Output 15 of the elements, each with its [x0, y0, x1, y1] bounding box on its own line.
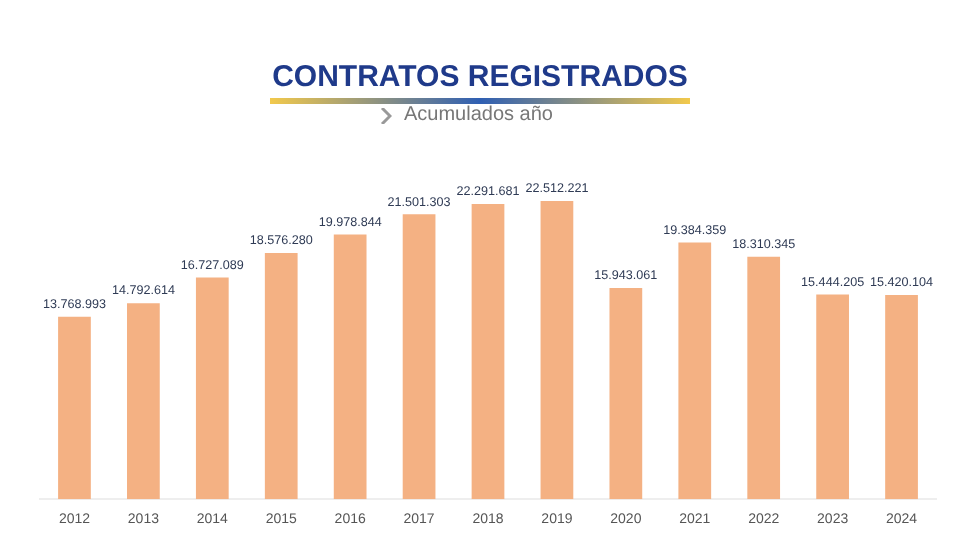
bar	[816, 294, 849, 500]
bar	[402, 214, 436, 500]
bar	[885, 294, 918, 500]
bar	[609, 287, 643, 500]
bar	[127, 303, 160, 500]
bar	[195, 277, 229, 500]
bar	[540, 200, 574, 500]
bar	[58, 316, 91, 500]
bar	[264, 253, 298, 500]
chart-title: CONTRATOS REGISTRADOS	[270, 60, 690, 94]
bar	[747, 256, 781, 500]
chart-subtitle: Acumulados año	[404, 104, 553, 126]
bar	[678, 242, 712, 500]
bar	[471, 203, 505, 500]
bar	[333, 234, 367, 500]
